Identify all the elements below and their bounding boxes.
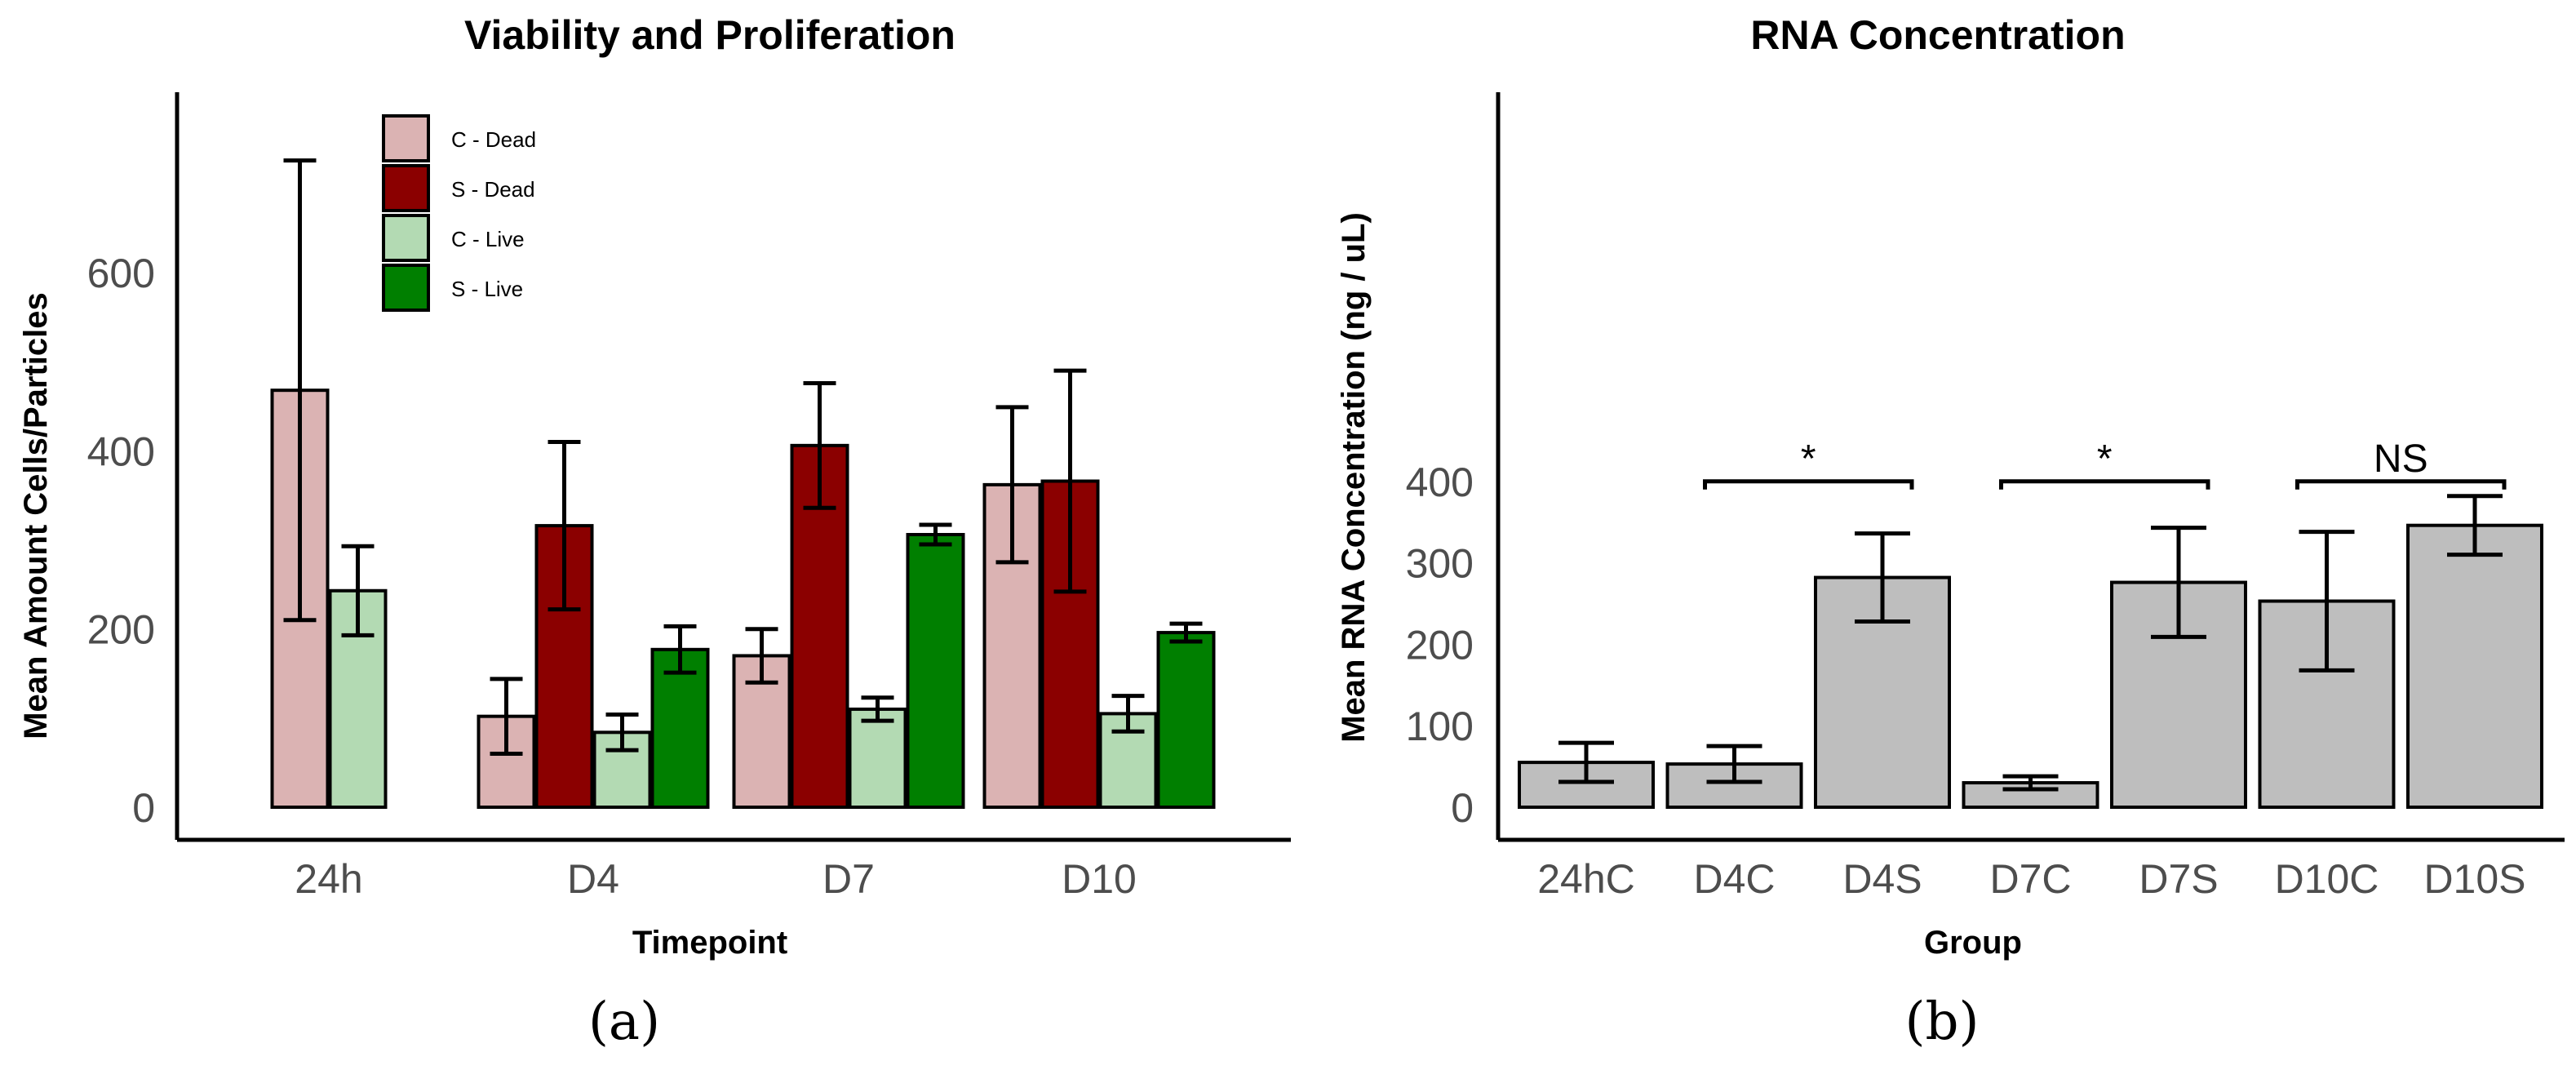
panel-b-y-label: Mean RNA Concentration (ng / uL) [1336,212,1372,743]
panel-b-x-tick-label: 24hC [1537,856,1635,902]
panel-b-y-tick-label: 0 [1451,785,1474,831]
panel-b-x-tick-label: D10C [2275,856,2379,902]
panel-b-x-tick-label: D10S [2423,856,2525,902]
panel-b-x-label: Group [1924,925,2022,961]
panel-a-x-ticks: 24h D4 D7 D10 [295,856,1137,902]
panel-a-x-tick-label: D10 [1062,856,1137,902]
panel-a-y-tick-label: 600 [87,251,155,296]
legend-label-c-live: C - Live [451,227,525,251]
panel-a-y-label: Mean Amount Cells/Particles [18,292,54,739]
panel-b-y-tick-label: 300 [1406,541,1474,587]
panel-a-bars [270,158,1216,810]
panel-a-caption: (a) [588,992,660,1052]
panel-b-x-ticks: 24hC D4C D4S D7C D7S D10C D10S [1537,856,2525,902]
significance-d10c-d10s-bracket [2295,479,2507,490]
significance-d10c-d10s-label: NS [2374,437,2428,481]
legend-label-s-live: S - Live [451,277,523,301]
panel-b-caption: (b) [1905,992,1980,1052]
significance-d4c-d4s-bracket [1703,479,1914,490]
panel-b-x-tick-label: D7S [2139,856,2218,902]
panel-a-y-tick-label: 200 [87,607,155,653]
panel-a-y-tick-label: 0 [132,785,155,831]
bar-d7-c-live [848,707,907,809]
panel-b-x-tick-label: D4S [1842,856,1922,902]
bar-d10-s-live [1156,631,1216,809]
significance-d7c-d7s-label: * [2097,437,2113,481]
bar-d10s [2406,523,2543,810]
panel-b-y-tick-label: 200 [1406,622,1474,668]
bar-d4-s-live [650,647,710,809]
bar-24hc [1518,761,1655,809]
panel-a-x-label: Timepoint [632,925,787,961]
legend-label-s-dead: S - Dead [451,177,535,202]
panel-b-chart: RNA Concentration 0 100 200 300 400 24hC D4C D… [1336,12,2565,1052]
bar-d7-s-live [906,533,965,809]
panel-b-significance: * * NS [1703,437,2507,490]
panel-a-x-tick-label: D4 [567,856,619,902]
panel-b-bars [1518,494,2543,810]
significance-d4c-d4s-label: * [1801,437,1816,481]
panel-b-x-tick-label: D7C [1989,856,2071,902]
panel-a-y-ticks: 0 200 400 600 [87,251,155,831]
panel-b-y-ticks: 0 100 200 300 400 [1406,460,1474,831]
legend-label-c-dead: C - Dead [451,127,536,152]
panel-b-x-tick-label: D4C [1693,856,1775,902]
panel-a-chart: Viability and Proliferation 0 200 400 600 2… [18,12,1291,1052]
legend-swatch-c-dead [382,114,430,162]
panel-a-title: Viability and Proliferation [464,12,955,58]
significance-d7c-d7s-bracket [1999,479,2210,490]
legend-swatch-s-dead [382,164,430,212]
panel-b-y-tick-label: 400 [1406,460,1474,505]
panel-a-x-tick-label: D7 [822,856,875,902]
panel-a-x-tick-label: 24h [295,856,362,902]
panel-a-legend: C - Dead S - Dead C - Live S - Live [382,114,536,312]
legend-swatch-c-live [382,214,430,262]
panel-b-title: RNA Concentration [1750,12,2125,58]
legend-swatch-s-live [382,264,430,312]
panel-b-y-tick-label: 100 [1406,704,1474,749]
panel-a-y-tick-label: 400 [87,428,155,474]
bar-24h-c-live [328,588,388,809]
